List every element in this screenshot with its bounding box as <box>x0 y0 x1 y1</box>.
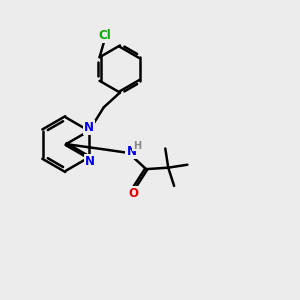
Text: O: O <box>128 188 138 200</box>
Text: H: H <box>133 141 141 151</box>
Text: Cl: Cl <box>98 29 111 42</box>
Text: N: N <box>126 145 136 158</box>
Text: N: N <box>84 121 94 134</box>
Text: N: N <box>85 155 94 168</box>
